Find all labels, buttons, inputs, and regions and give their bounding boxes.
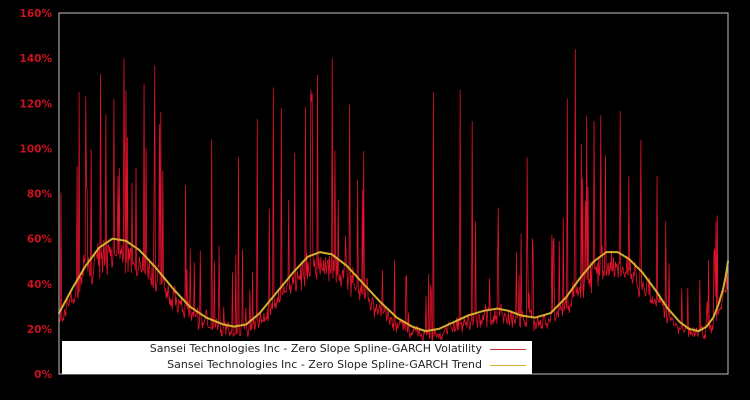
chart-legend: Sansei Technologies Inc - Zero Slope Spl…: [62, 341, 532, 374]
legend-label-volatility: Sansei Technologies Inc - Zero Slope Spl…: [149, 342, 482, 355]
y-tick-label: 120%: [20, 98, 53, 110]
y-tick-label: 140%: [20, 53, 53, 65]
legend-swatch-trend: [490, 364, 526, 366]
legend-entry-volatility[interactable]: Sansei Technologies Inc - Zero Slope Spl…: [62, 341, 532, 357]
y-tick-label: 80%: [27, 189, 53, 201]
plot-data-area: [58, 49, 729, 342]
y-tick-label: 100%: [20, 143, 53, 155]
legend-label-trend: Sansei Technologies Inc - Zero Slope Spl…: [167, 358, 482, 371]
plot-frame-border: [58, 12, 729, 375]
legend-entry-trend[interactable]: Sansei Technologies Inc - Zero Slope Spl…: [62, 357, 532, 373]
legend-swatch-volatility: [490, 348, 526, 350]
y-tick-label: 40%: [27, 279, 53, 291]
y-tick-label: 0%: [34, 369, 52, 381]
y-tick-label: 60%: [27, 234, 53, 246]
y-tick-label: 160%: [20, 8, 53, 20]
y-tick-label: 20%: [27, 324, 53, 336]
volatility-series-line: [58, 49, 729, 342]
y-axis-tick-labels: 0% 20% 40% 60% 80% 100% 120% 140% 160%: [20, 8, 53, 381]
trend-series-line: [58, 237, 729, 333]
